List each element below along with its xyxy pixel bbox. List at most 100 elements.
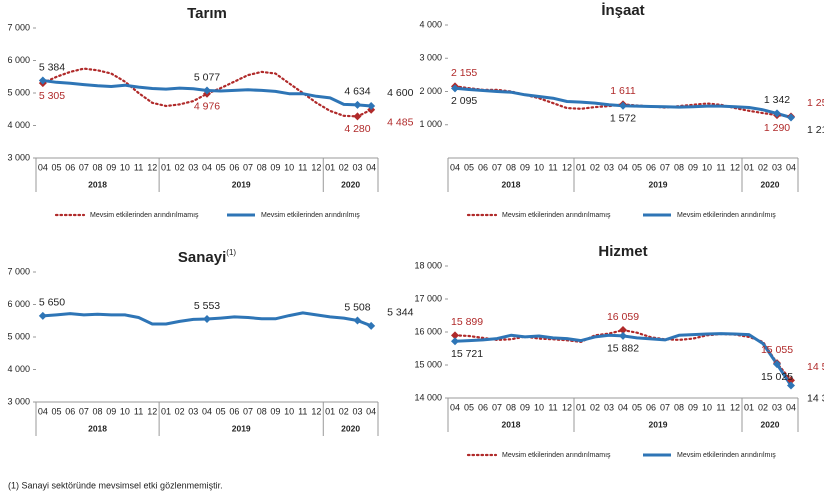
x-tick-label: 10 [534,162,544,172]
point-marker [353,100,362,109]
x-tick-label: 01 [744,402,754,412]
x-tick-label: 12 [147,406,157,416]
x-tick-label: 10 [702,162,712,172]
x-tick-label: 10 [284,406,294,416]
x-tick-label: 05 [464,162,474,172]
data-label: 15 055 [761,344,793,356]
y-tick-label: 5 000 [7,87,30,97]
y-tick-label: 3 000 [7,152,30,162]
x-tick-label: 12 [147,162,157,172]
x-tick-label: 09 [520,402,530,412]
x-tick-label: 02 [590,162,600,172]
x-group-label: 2019 [232,179,251,189]
data-label: 15 882 [607,343,639,355]
x-tick-label: 07 [79,162,89,172]
x-tick-label: 05 [52,162,62,172]
x-tick-label: 09 [270,406,280,416]
point-marker [451,84,459,93]
data-label: 16 059 [607,311,639,323]
y-tick-label: 4 000 [7,120,30,130]
x-tick-label: 12 [730,162,740,172]
x-tick-label: 07 [243,162,253,172]
data-label: 14 378 [807,392,824,404]
x-tick-label: 07 [660,402,670,412]
y-tick-label: 15 000 [414,359,442,369]
x-tick-label: 03 [772,402,782,412]
chart-title: Hizmet [598,243,647,260]
point-marker [38,311,47,320]
chart-title-text: Sanayi [178,249,226,266]
x-tick-label: 11 [134,162,143,172]
point-marker [203,86,211,95]
x-tick-label: 02 [175,162,185,172]
x-tick-label: 11 [716,402,725,412]
x-tick-label: 12 [311,162,321,172]
chart-title-text: Tarım [187,5,227,22]
data-label: 1 250 [807,97,824,109]
legend-label: Mevsim etkilerinden arındırılmış [261,212,360,219]
x-tick-label: 01 [744,162,754,172]
x-tick-label: 05 [216,406,226,416]
point-marker [203,315,211,324]
x-tick-label: 12 [562,162,572,172]
point-marker [787,113,795,122]
point-marker [619,101,627,110]
x-tick-label: 03 [604,402,614,412]
x-tick-label: 04 [202,406,212,416]
x-tick-label: 02 [758,162,768,172]
x-tick-label: 08 [93,406,103,416]
data-label: 5 650 [39,297,65,309]
x-tick-label: 01 [161,162,171,172]
y-tick-label: 18 000 [414,260,442,270]
point-marker [773,109,781,118]
x-tick-label: 10 [534,402,544,412]
x-tick-label: 12 [311,406,321,416]
x-tick-label: 05 [464,402,474,412]
data-label: 14 535 [807,361,824,373]
x-tick-label: 09 [688,402,698,412]
data-label: 5 344 [387,307,413,319]
x-tick-label: 09 [270,162,280,172]
data-label: 5 384 [39,61,65,73]
x-tick-label: 04 [202,162,212,172]
legend-label: Mevsim etkilerinden arındırılmamış [502,452,611,459]
x-tick-label: 06 [646,402,656,412]
point-marker [367,321,376,330]
x-tick-label: 10 [120,406,130,416]
x-tick-label: 03 [352,406,362,416]
x-tick-label: 06 [65,162,75,172]
point-marker [619,326,627,335]
x-tick-label: 10 [120,162,130,172]
x-tick-label: 03 [604,162,614,172]
point-marker [451,331,459,340]
x-group-label: 2018 [502,179,521,189]
x-tick-label: 03 [188,406,198,416]
footnote: (1) Sanayi sektöründe mevsimsel etki göz… [8,480,223,490]
y-tick-label: 4 000 [419,19,442,29]
x-tick-label: 11 [548,402,557,412]
y-tick-label: 16 000 [414,326,442,336]
x-tick-label: 04 [618,162,628,172]
x-group-label: 2019 [649,179,668,189]
x-tick-label: 09 [688,162,698,172]
data-label: 1 611 [610,85,636,97]
x-tick-label: 01 [576,162,586,172]
y-tick-label: 4 000 [7,364,30,374]
x-tick-label: 06 [229,162,239,172]
data-label: 4 280 [344,123,370,135]
y-tick-label: 17 000 [414,293,442,303]
x-tick-label: 06 [478,162,488,172]
x-group-label: 2018 [502,419,521,429]
x-tick-label: 05 [632,402,642,412]
x-tick-label: 06 [478,402,488,412]
x-group-label: 2020 [761,179,780,189]
x-tick-label: 11 [134,406,143,416]
point-marker [38,76,47,85]
x-tick-label: 07 [492,162,502,172]
x-tick-label: 02 [175,406,185,416]
x-tick-label: 11 [716,162,725,172]
data-label: 4 600 [387,87,413,99]
chart-title-text: Hizmet [598,243,647,260]
x-tick-label: 03 [188,162,198,172]
x-tick-label: 06 [229,406,239,416]
